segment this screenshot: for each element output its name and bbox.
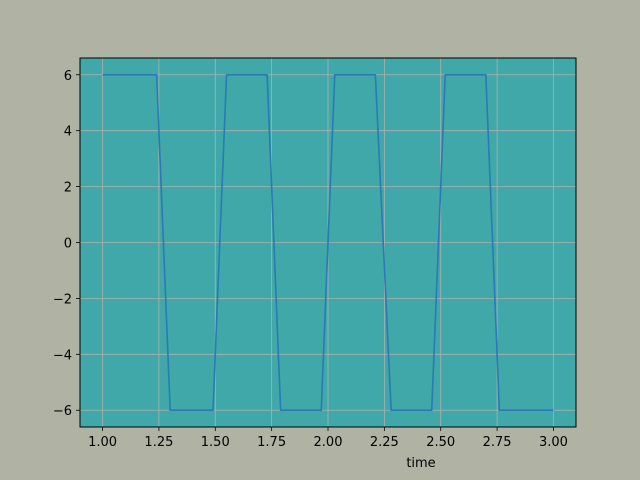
y-tick-label: 6 bbox=[64, 69, 72, 84]
y-tick-label: 2 bbox=[64, 181, 72, 196]
x-tick-label: 1.50 bbox=[201, 435, 230, 450]
x-tick-label: 3.00 bbox=[539, 435, 568, 450]
x-tick-label: 2.75 bbox=[483, 435, 512, 450]
series-line-signal bbox=[102, 73, 554, 412]
x-tick-label: 1.25 bbox=[144, 435, 173, 450]
x-tick-label: 1.00 bbox=[88, 435, 117, 450]
x-tick-label: 1.75 bbox=[257, 435, 286, 450]
y-tick-label: 0 bbox=[64, 237, 72, 252]
x-tick-label: 2.00 bbox=[314, 435, 343, 450]
x-axis-label: time bbox=[406, 456, 435, 471]
y-tick-label: −4 bbox=[53, 348, 72, 363]
y-tick-label: −6 bbox=[53, 404, 72, 419]
x-tick-label: 2.50 bbox=[426, 435, 455, 450]
y-axis-ticks: −6 −4 −2 0 2 4 6 bbox=[53, 69, 80, 419]
y-tick-label: −2 bbox=[53, 292, 72, 307]
series-layer bbox=[102, 73, 554, 412]
x-tick-label: 2.25 bbox=[370, 435, 399, 450]
y-tick-label: 4 bbox=[64, 125, 72, 140]
x-axis-ticks: 1.00 1.25 1.50 1.75 2.00 2.25 2.50 2.75 3.00 bbox=[88, 427, 568, 450]
